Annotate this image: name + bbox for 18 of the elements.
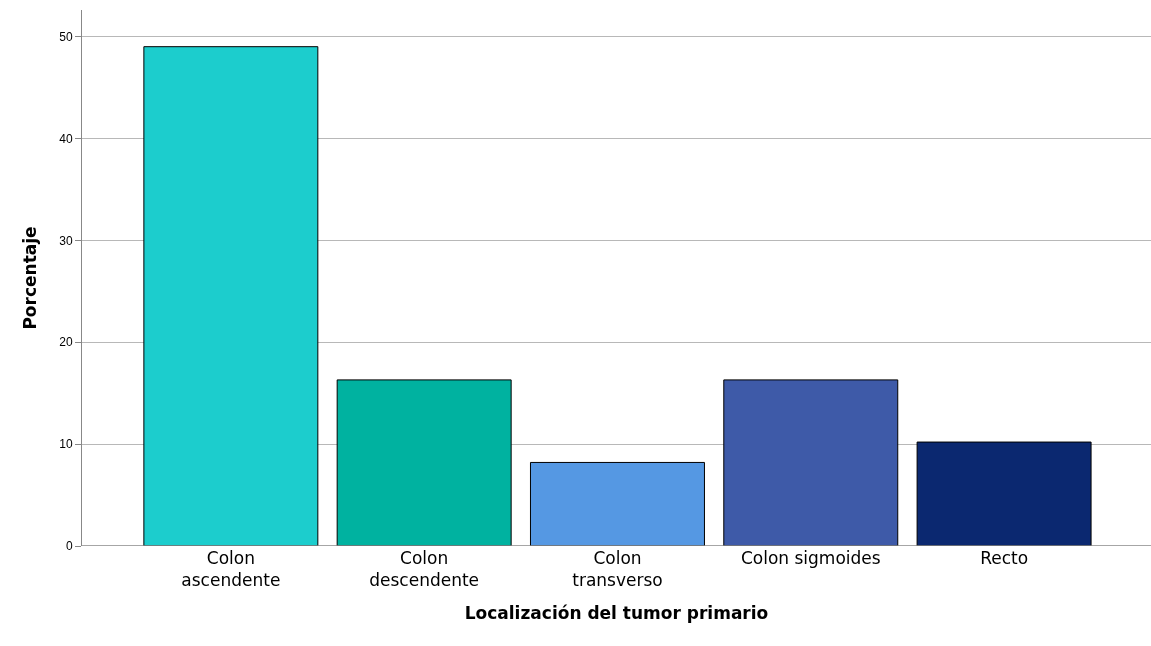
y-tick-label: 50 xyxy=(59,29,73,44)
y-axis-title: Porcentaje xyxy=(19,226,40,330)
bar xyxy=(143,46,319,546)
y-tick-label: 40 xyxy=(59,131,73,146)
y-tick-label: 10 xyxy=(59,437,73,452)
y-tick-label: 20 xyxy=(59,335,73,350)
x-tick-label: Colon sigmoides xyxy=(740,548,881,568)
x-tick-label: Colon descendente xyxy=(369,548,480,591)
bar xyxy=(916,441,1092,546)
y-tick-label: 0 xyxy=(65,539,73,554)
y-tick-label: 30 xyxy=(59,233,73,248)
x-tick-label: Colon ascendente xyxy=(181,548,281,591)
x-axis-title: Localización del tumor primario xyxy=(464,603,769,624)
bar xyxy=(529,461,705,546)
x-tick-label: Colon transverso xyxy=(572,548,663,591)
x-tick-label: Recto xyxy=(980,548,1029,568)
bar xyxy=(723,379,899,546)
bar xyxy=(336,379,512,546)
